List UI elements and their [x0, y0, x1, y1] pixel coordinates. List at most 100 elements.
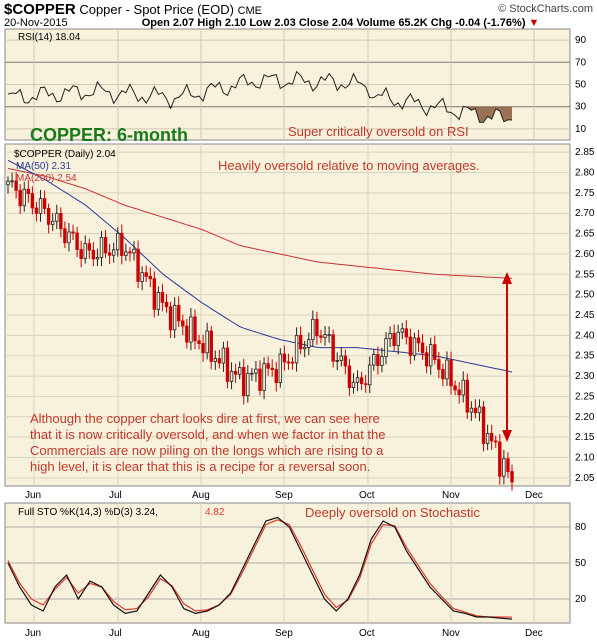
price-bars [6, 172, 514, 491]
price-bar [59, 207, 63, 238]
sto-month-label: Jun [25, 628, 41, 639]
annotation-body-line-3: Commercials are now piling on the longs … [30, 443, 384, 458]
sto-k-line [7, 516, 513, 620]
volume-value: Volume 65.2K [356, 17, 428, 29]
price-bar [502, 449, 506, 485]
price-bar [75, 226, 79, 257]
sto-month-label: Jul [109, 628, 122, 639]
rsi-tick-label: 30 [575, 102, 587, 113]
price-bar [286, 353, 291, 370]
price-bar [14, 172, 18, 199]
instrument-name: Copper - Spot Price (EOD) [79, 2, 234, 17]
price-bar [160, 283, 165, 312]
sto-month-label: Nov [442, 628, 460, 639]
price-bar [388, 326, 392, 348]
price-bar [429, 337, 433, 375]
price-bar [71, 224, 75, 241]
price-bar [441, 363, 445, 387]
price-bar [87, 238, 91, 259]
sto-month-label: Oct [359, 628, 375, 639]
price-bar [83, 235, 87, 264]
price-bar [152, 271, 157, 318]
price-bar [506, 452, 510, 478]
sto-grid [5, 503, 570, 623]
price-bar [197, 334, 201, 350]
price-bar [181, 314, 185, 335]
price-bar [30, 186, 35, 215]
rsi-tick-label: 50 [575, 80, 587, 91]
sto-d-line [7, 519, 513, 618]
price-bar [99, 231, 104, 267]
arrow-down-icon [502, 430, 512, 442]
price-bar [294, 327, 299, 372]
price-bar [55, 204, 59, 229]
legend-ma200: MA(200) 2.54 [16, 173, 77, 184]
price-bar [412, 332, 417, 361]
price-bar [136, 240, 140, 289]
low-value: Low 2.03 [249, 17, 296, 29]
price-bar [193, 309, 197, 350]
price-bar [51, 213, 55, 232]
price-bar [420, 334, 425, 360]
price-bar [449, 351, 453, 395]
price-month-label: Aug [192, 490, 210, 501]
price-tick-label: 2.75 [575, 188, 595, 199]
price-axis: 2.85 2.80 2.75 2.70 2.65 2.60 2.55 2.50 2.45 2.40… [575, 147, 595, 484]
price-bar [303, 340, 307, 358]
price-bar [189, 307, 193, 351]
price-bar [103, 230, 108, 258]
price-bar [34, 201, 39, 222]
price-bar [489, 424, 494, 450]
price-bar [270, 359, 274, 377]
price-bar [473, 399, 478, 419]
price-tick-label: 2.80 [575, 168, 595, 179]
price-bar [323, 326, 327, 346]
price-bar [327, 326, 331, 343]
price-bar [42, 190, 47, 215]
price-bar [10, 172, 14, 188]
price-tick-label: 2.35 [575, 351, 595, 362]
price-bar [177, 296, 181, 328]
price-bar [79, 240, 83, 268]
price-bar [233, 363, 238, 383]
price-bar [282, 345, 287, 371]
sto-axis: 80 50 20 [575, 522, 587, 605]
price-bar [481, 401, 486, 452]
annotation-body-line-4: high level, it is clear that this is a r… [30, 459, 370, 474]
price-bar [128, 246, 132, 262]
price-bar [63, 221, 67, 249]
header-line-2: 20-Nov-2015 Open 2.07 High 2.10 Low 2.03… [4, 17, 594, 29]
symbol: $COPPER [4, 1, 76, 18]
legend-price: $COPPER (Daily) 2.04 [14, 149, 116, 160]
price-bar [18, 184, 22, 215]
price-bar [111, 242, 116, 263]
price-bar [262, 357, 266, 400]
price-bar [433, 335, 437, 365]
price-bar [246, 365, 250, 403]
rsi-tick-label: 10 [575, 124, 587, 135]
price-tick-label: 2.55 [575, 269, 595, 280]
price-bar [469, 401, 474, 421]
price-bar [485, 424, 490, 451]
price-bar [404, 320, 409, 345]
price-bar [343, 349, 348, 375]
sto-tick-label: 50 [575, 558, 587, 569]
price-month-label: Jul [109, 490, 122, 501]
price-bar [339, 347, 343, 367]
sto-month-label: Aug [192, 628, 210, 639]
price-bar [274, 362, 278, 392]
price-tick-label: 2.10 [575, 453, 595, 464]
price-tick-label: 2.20 [575, 412, 595, 423]
price-month-label: Oct [359, 490, 375, 501]
price-bar [164, 294, 169, 313]
price-bar [400, 322, 404, 340]
price-bar [201, 334, 205, 362]
sto-tick-label: 20 [575, 594, 587, 605]
price-bar [225, 340, 230, 389]
ma200-line [7, 167, 513, 279]
price-bar [144, 265, 148, 283]
close-value: Close 2.04 [298, 17, 354, 29]
sto-panel: 80 50 20 Jun Jul Aug Sep Oct Nov Dec Full STO %K… [4, 502, 587, 639]
price-tick-label: 2.65 [575, 229, 595, 240]
price-bar [437, 351, 441, 379]
